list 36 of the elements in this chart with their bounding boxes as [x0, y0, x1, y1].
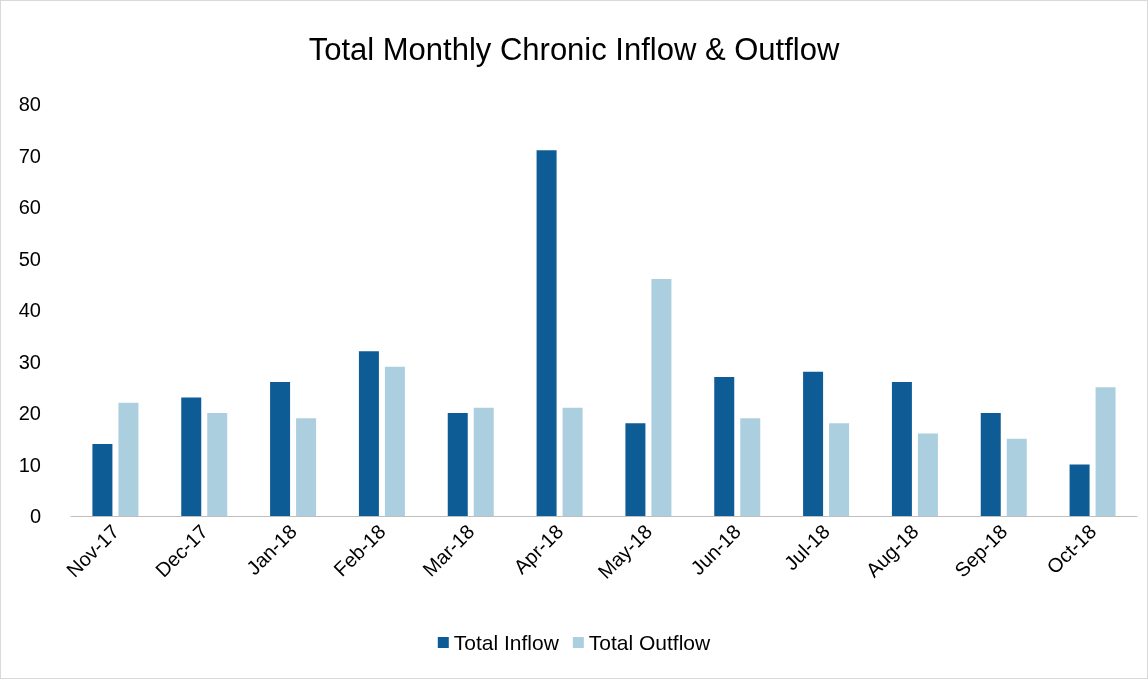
y-tick-label: 50: [18, 247, 41, 270]
y-tick-label: 20: [18, 402, 41, 424]
bar: [384, 366, 405, 516]
bar: [447, 413, 468, 516]
bar: [473, 407, 494, 516]
bar: [296, 418, 317, 516]
y-tick-label: 40: [18, 299, 41, 321]
bar: [92, 443, 113, 516]
bar: [917, 433, 938, 516]
y-tick-label: 0: [29, 505, 41, 527]
legend-label: Total Inflow: [453, 631, 560, 654]
bar: [358, 351, 379, 516]
bar: [181, 397, 202, 516]
bar: [562, 407, 583, 516]
y-tick-label: 10: [18, 453, 41, 476]
bar: [803, 371, 824, 516]
bar: [980, 413, 1001, 516]
y-tick-label: 70: [18, 144, 41, 167]
bar: [829, 423, 850, 516]
y-tick-label: 80: [18, 93, 41, 115]
bar: [651, 279, 672, 516]
bar: [1006, 438, 1027, 516]
bar: [891, 382, 912, 516]
bar: [1069, 464, 1090, 516]
bar: [118, 402, 139, 516]
bar: [207, 413, 228, 516]
chart-title: Total Monthly Chronic Inflow & Outflow: [308, 32, 840, 67]
bar: [270, 382, 291, 516]
bar: [740, 418, 761, 516]
bar: [714, 376, 735, 516]
bar: [1095, 387, 1116, 516]
y-tick-label: 30: [18, 350, 41, 373]
legend-label: Total Outflow: [588, 631, 712, 654]
y-tick-label: 60: [18, 196, 41, 218]
bar: [625, 423, 646, 516]
bar: [536, 150, 557, 516]
